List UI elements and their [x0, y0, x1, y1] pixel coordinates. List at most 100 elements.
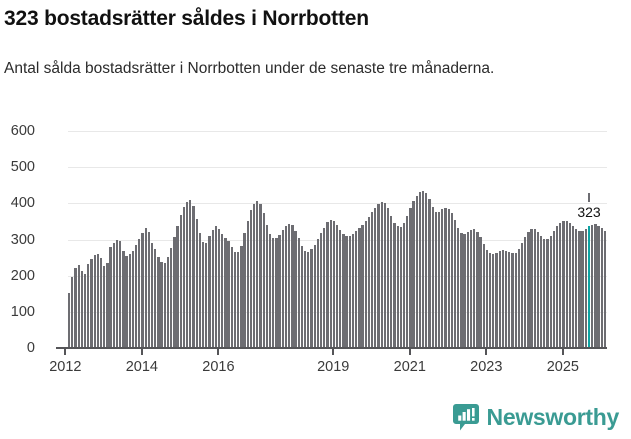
bar [208, 235, 211, 348]
bar [198, 233, 202, 348]
bar [473, 229, 476, 348]
bar [482, 243, 485, 348]
bar [243, 233, 246, 348]
bar [233, 251, 237, 348]
chart-subtitle: Antal sålda bostadsrätter i Norrbotten u… [4, 60, 495, 77]
bar [339, 229, 342, 348]
bar [93, 255, 96, 348]
highlight-value-label: 323 [577, 204, 601, 221]
bar [252, 204, 256, 348]
bar [351, 233, 355, 348]
bar [530, 228, 533, 348]
x-axis-label: 2023 [470, 359, 503, 375]
bar [520, 243, 524, 348]
bar [211, 229, 214, 348]
bar [603, 231, 607, 348]
page-title: 323 bostadsrätter såldes i Norrbotten [4, 7, 369, 30]
bar [533, 229, 536, 348]
bar [307, 251, 310, 348]
bar-series [68, 131, 607, 348]
bar [141, 233, 144, 348]
bar [540, 236, 543, 348]
bar [434, 211, 438, 348]
bar [99, 257, 103, 348]
y-axis-label: 400 [10, 195, 35, 212]
bar [262, 213, 265, 348]
bar [147, 231, 150, 348]
x-axis-tickmark [485, 348, 488, 355]
bar [552, 231, 556, 348]
annotation-tickmark [588, 193, 590, 203]
bar [501, 250, 505, 348]
bar [201, 242, 205, 348]
bar [571, 226, 575, 348]
bar [71, 277, 74, 348]
bar [444, 208, 447, 348]
bar [265, 225, 269, 348]
bar [240, 246, 243, 348]
plot-area: 0 100 200 300 400 500 600 2012 2014 2016 2019 2021… [11, 123, 607, 375]
bar [527, 231, 530, 348]
bar [166, 256, 170, 348]
bar [555, 226, 559, 348]
x-axis-line [56, 347, 607, 349]
bar [125, 255, 128, 348]
bar [217, 228, 221, 348]
bar [323, 227, 326, 348]
bar [342, 233, 345, 348]
bar [214, 225, 217, 348]
bar [163, 262, 166, 348]
bar [377, 204, 380, 348]
bar [128, 253, 131, 348]
bar [189, 200, 192, 348]
bar [543, 238, 546, 348]
bar [326, 222, 329, 348]
newsworthy-logo: Newsworthy [452, 404, 619, 431]
bar [453, 220, 457, 348]
bar [249, 209, 253, 348]
bar [536, 232, 540, 348]
bar [460, 233, 463, 348]
bar [294, 230, 297, 348]
bar [83, 274, 87, 348]
x-axis-label: 2025 [546, 359, 579, 375]
x-axis-label: 2012 [49, 359, 82, 375]
bar [186, 201, 189, 348]
bar [594, 224, 597, 348]
bar [291, 225, 294, 348]
bar-highlighted [587, 226, 591, 348]
bar [335, 225, 339, 348]
bar [406, 216, 409, 348]
bar [278, 234, 281, 348]
bar [367, 216, 371, 348]
bar [457, 228, 460, 348]
bar [275, 238, 278, 348]
bar [498, 251, 501, 348]
bar [562, 221, 565, 348]
x-axis-tickmark [140, 348, 143, 355]
bar [422, 191, 425, 348]
bar [316, 239, 320, 348]
x-axis-label: 2021 [393, 359, 426, 375]
bar [559, 223, 562, 348]
bar [495, 253, 498, 348]
bar [109, 247, 112, 348]
bar [597, 225, 600, 348]
bar [237, 252, 240, 348]
x-axis-label: 2019 [317, 359, 350, 375]
bar [74, 267, 77, 348]
y-axis-label: 200 [10, 267, 35, 284]
bar [272, 237, 275, 348]
bar [565, 221, 568, 348]
bar [399, 226, 402, 348]
bar [361, 224, 364, 348]
bar [224, 237, 227, 348]
bar [332, 220, 335, 348]
bar [134, 244, 138, 348]
bar [546, 238, 549, 348]
bar [319, 233, 323, 348]
bar [205, 243, 208, 348]
bar [192, 205, 195, 348]
bar [138, 238, 141, 348]
